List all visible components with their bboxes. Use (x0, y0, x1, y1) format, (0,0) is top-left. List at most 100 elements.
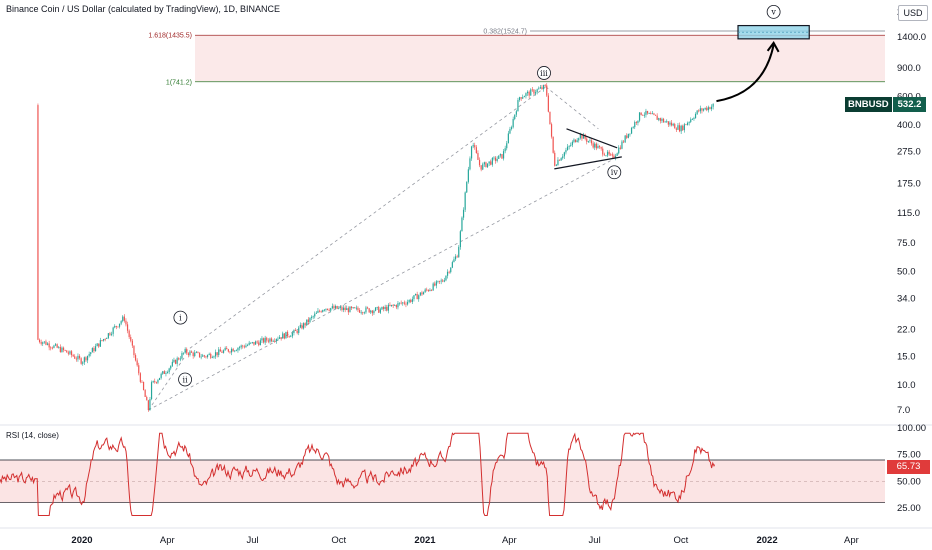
candle-body (75, 358, 77, 360)
wave-label-ii: ii (183, 375, 189, 384)
candle-body (520, 97, 522, 99)
candle-body (558, 159, 561, 161)
candle-body (434, 283, 436, 286)
candle-body (541, 87, 543, 90)
candle-body (446, 271, 449, 276)
candle-body (298, 327, 300, 333)
candle-body (426, 289, 428, 291)
candle-body (294, 330, 297, 331)
candle-body (38, 339, 41, 343)
candle-body (464, 192, 466, 210)
candle-body (142, 381, 145, 390)
candle-body (240, 345, 242, 348)
candle-body (339, 307, 341, 308)
candle-body (622, 141, 625, 143)
candle-body (317, 310, 319, 313)
candle-body (274, 340, 276, 342)
candle-body (234, 350, 236, 352)
candle-body (56, 344, 58, 348)
candle-body (477, 153, 479, 160)
candle-body (93, 348, 95, 352)
candle-body (74, 356, 76, 359)
candle-body (352, 307, 354, 309)
candle-body (677, 125, 679, 130)
candle-body (213, 356, 215, 358)
candle-body (555, 164, 557, 166)
candle-body (523, 96, 525, 98)
candle-body (581, 134, 583, 139)
candle-body (597, 146, 599, 149)
candle-body (104, 339, 106, 340)
candle-body (288, 336, 290, 338)
candle-body (131, 340, 133, 346)
price-tick-label: 900.0 (897, 63, 921, 74)
candle-body (125, 320, 127, 325)
candle-body (149, 399, 151, 411)
candle-body (178, 358, 180, 360)
triangle-lower-line (554, 156, 622, 170)
candle-body (360, 312, 362, 314)
candle-body (698, 110, 700, 112)
candle-body (410, 300, 412, 302)
currency-button[interactable]: USD (898, 5, 928, 21)
candle-body (450, 267, 452, 273)
candle-body (536, 89, 538, 93)
price-tick-label: 115.0 (897, 208, 920, 219)
candle-body (653, 113, 655, 115)
candle-body (576, 140, 578, 143)
candle-body (70, 351, 73, 356)
candle-body (371, 310, 373, 314)
candle-body (525, 93, 527, 97)
candle-body (482, 164, 484, 170)
candle-body (624, 135, 626, 143)
candle-body (320, 311, 322, 313)
candle-body (117, 326, 119, 328)
candle-body (282, 333, 284, 339)
candle-body (406, 301, 409, 305)
candle-body (486, 163, 489, 168)
candle-body (419, 292, 421, 296)
candle-body (542, 85, 545, 90)
candle-body (667, 121, 669, 125)
candle-body (621, 141, 623, 149)
candle-body (250, 342, 252, 344)
candle-body (570, 145, 572, 146)
candle-body (582, 134, 585, 139)
candle-body (637, 120, 639, 123)
trend-line (545, 86, 599, 130)
candle-body (118, 323, 121, 327)
candle-body (162, 371, 164, 374)
time-tick-label: 2021 (414, 535, 436, 546)
candle-body (128, 330, 130, 338)
candle-body (502, 151, 505, 159)
last-price-tag: BNBUSD 532.2 (845, 97, 927, 112)
candle-body (530, 89, 532, 96)
candle-body (302, 323, 305, 329)
time-tick-label: 2022 (756, 535, 777, 546)
candle-body (509, 128, 511, 134)
candle-body (608, 151, 610, 155)
candle-body (200, 356, 202, 358)
candle-body (568, 145, 570, 147)
candle-body (53, 345, 55, 348)
candle-body (475, 147, 477, 154)
candle-body (643, 114, 645, 116)
candle-body (675, 128, 677, 130)
candle-body (362, 312, 364, 314)
rsi-title[interactable]: RSI (14, close) (6, 431, 59, 440)
candle-body (210, 353, 212, 358)
candle-body (562, 156, 564, 159)
candle-body (318, 310, 321, 312)
candle-body (232, 348, 234, 352)
candle-body (358, 310, 361, 313)
candle-body (638, 112, 641, 121)
rsi-tick-label: 100.00 (897, 423, 926, 434)
candle-body (598, 146, 601, 148)
candle-body (614, 155, 617, 158)
candle-body (115, 325, 117, 327)
candle-body (554, 152, 556, 166)
candle-body (646, 110, 649, 114)
candle-body (333, 306, 335, 309)
candle-body (418, 295, 420, 300)
